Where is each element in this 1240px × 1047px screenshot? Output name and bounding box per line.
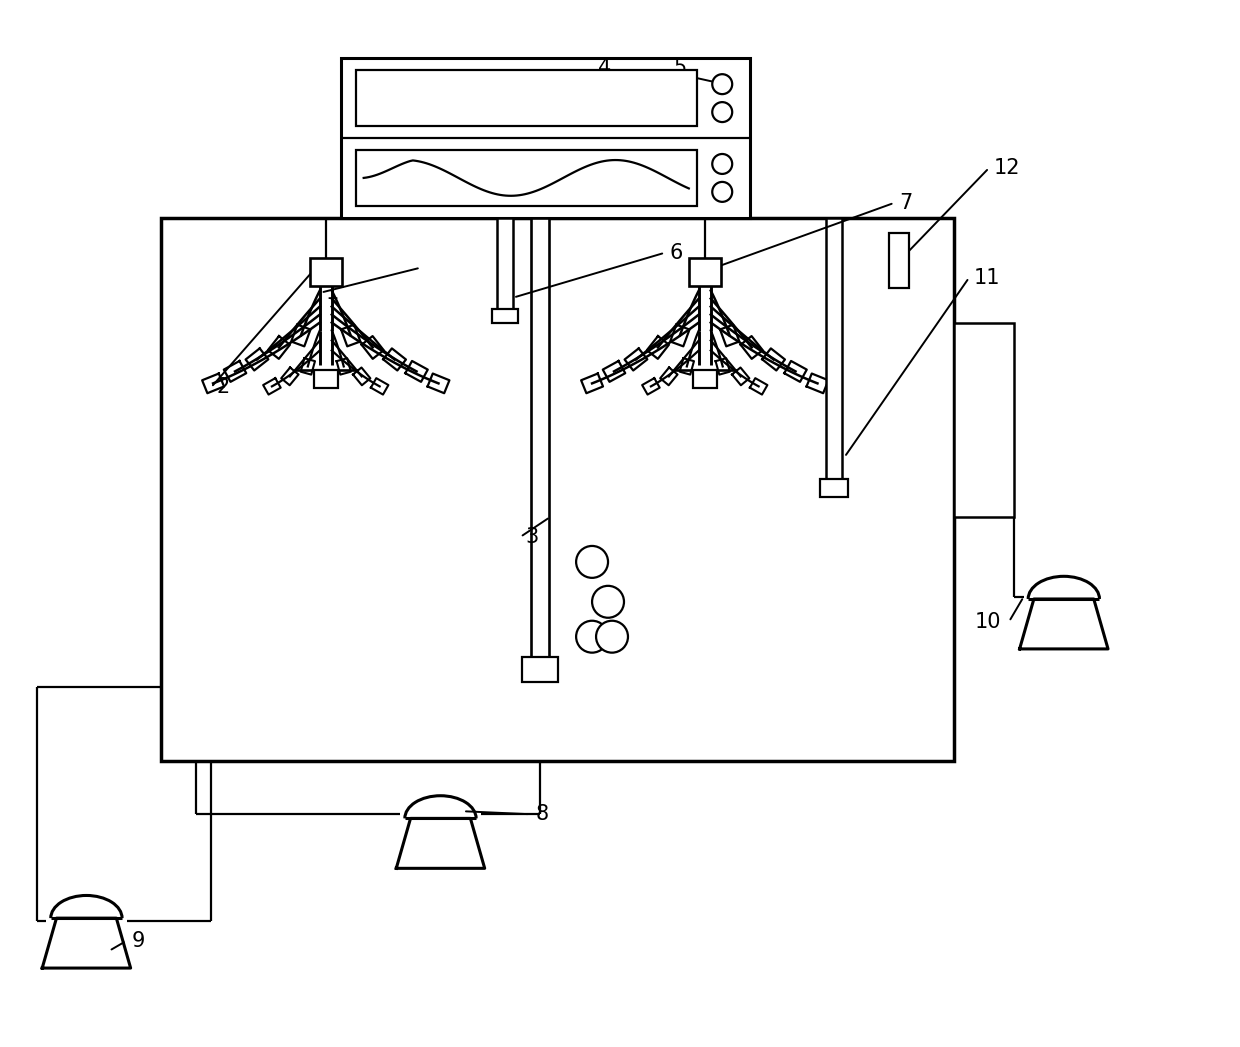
Bar (356, 70, 697, 126)
Bar (356, 150, 697, 206)
Text: 8: 8 (536, 804, 548, 824)
Text: 11: 11 (975, 268, 1001, 288)
Bar (492, 309, 518, 322)
Text: 10: 10 (975, 611, 1001, 631)
Bar (310, 258, 342, 286)
Text: 7: 7 (899, 193, 913, 213)
Bar (161, 218, 954, 761)
Circle shape (591, 586, 624, 618)
Text: 1: 1 (326, 283, 339, 303)
Bar (954, 322, 1014, 517)
Circle shape (577, 621, 608, 652)
Bar (531, 218, 549, 660)
Bar (688, 258, 720, 286)
Text: 4: 4 (599, 59, 611, 79)
Text: 12: 12 (994, 158, 1021, 178)
Bar (821, 480, 848, 497)
Bar (826, 218, 842, 482)
Bar (497, 218, 513, 310)
Bar (693, 371, 717, 388)
Bar (314, 371, 337, 388)
Circle shape (712, 74, 732, 94)
Text: 9: 9 (131, 931, 145, 951)
Circle shape (712, 182, 732, 202)
Text: 6: 6 (670, 243, 683, 263)
Circle shape (712, 154, 732, 174)
Circle shape (577, 545, 608, 578)
Text: 2: 2 (216, 377, 229, 398)
Circle shape (596, 621, 627, 652)
Bar (341, 59, 750, 218)
Bar (889, 232, 909, 288)
Text: 3: 3 (526, 527, 538, 547)
Text: 5: 5 (673, 59, 687, 79)
Bar (522, 656, 558, 682)
Circle shape (712, 103, 732, 122)
